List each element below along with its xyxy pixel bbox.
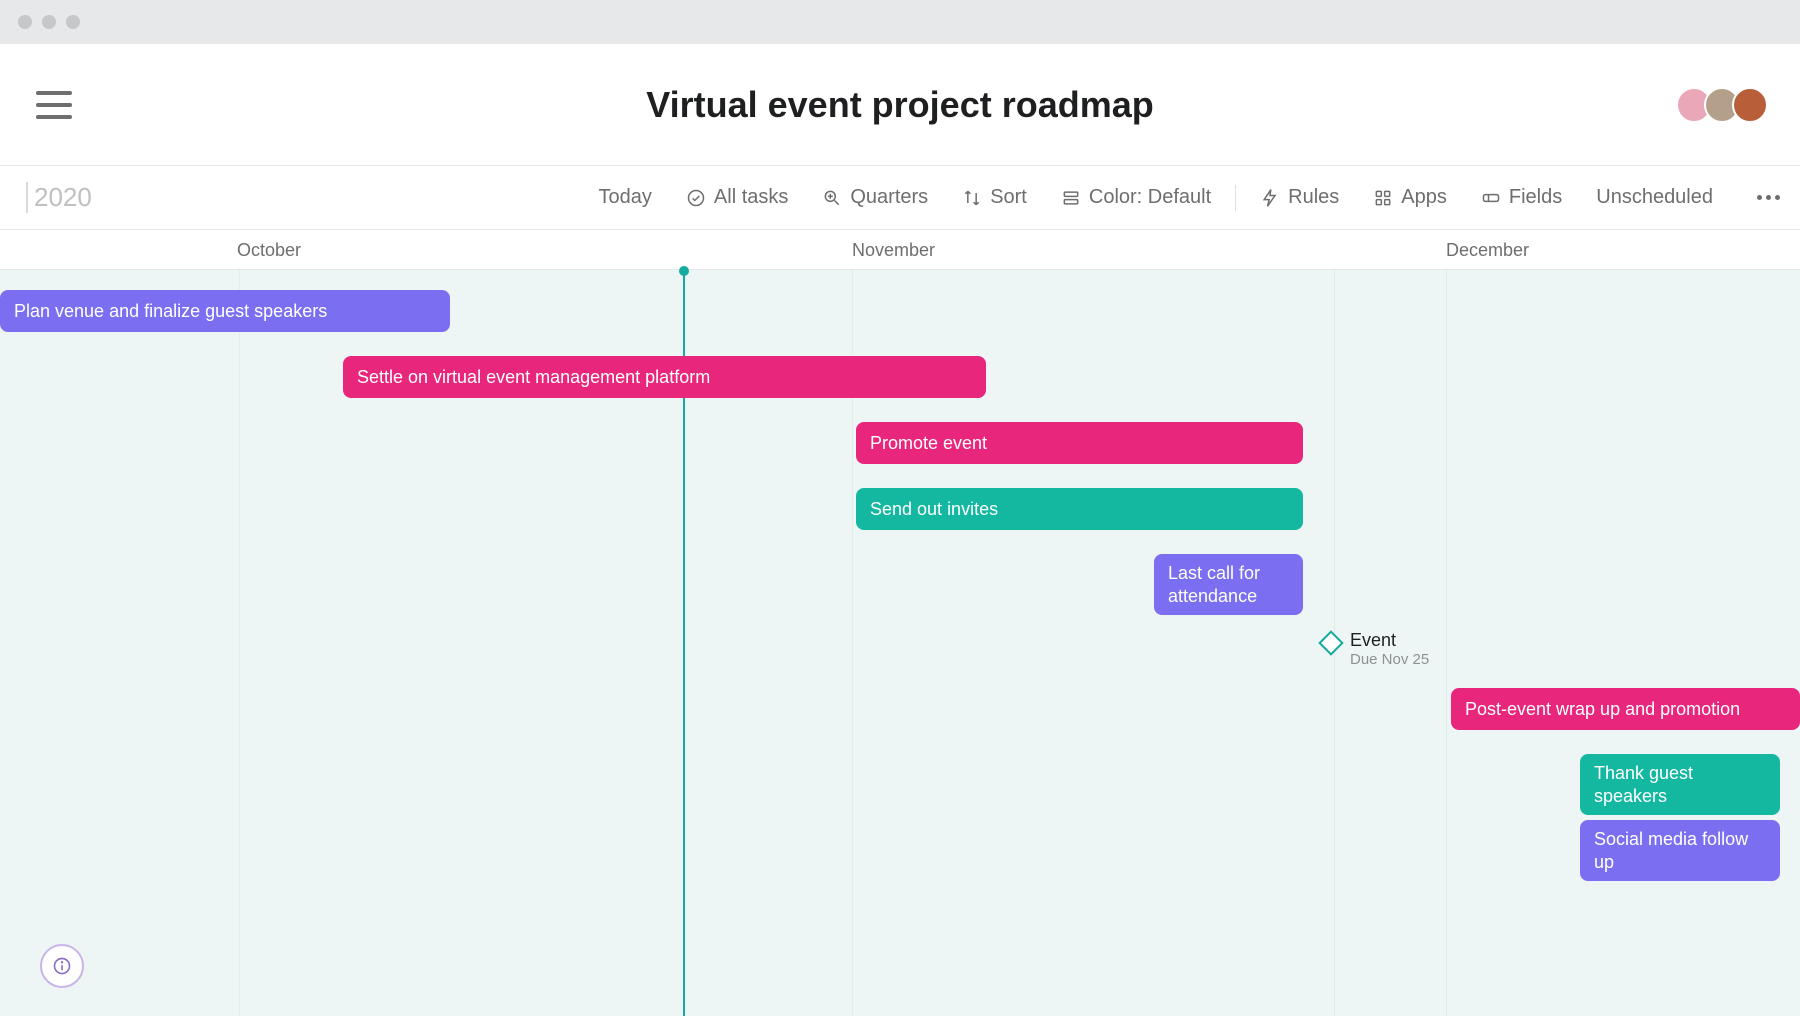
quarters-zoom[interactable]: Quarters: [822, 186, 928, 209]
sort-icon: [962, 188, 982, 208]
gridline: [239, 270, 240, 1016]
collaborator-avatars[interactable]: [1684, 87, 1768, 123]
milestone-diamond-icon: [1318, 630, 1343, 655]
rules-button[interactable]: Rules: [1260, 186, 1339, 209]
task-bar[interactable]: Settle on virtual event management platf…: [343, 356, 986, 398]
quarters-label: Quarters: [850, 186, 928, 209]
info-icon: [52, 956, 72, 976]
month-label: October: [237, 240, 301, 261]
sort-button[interactable]: Sort: [962, 186, 1027, 209]
color-button[interactable]: Color: Default: [1061, 186, 1211, 209]
milestone-text: EventDue Nov 25: [1350, 630, 1429, 668]
menu-icon[interactable]: [36, 91, 72, 119]
milestone-due: Due Nov 25: [1350, 651, 1429, 668]
lightning-icon: [1260, 188, 1280, 208]
gridline: [1446, 270, 1447, 1016]
mac-titlebar: [0, 0, 1800, 44]
month-label: December: [1446, 240, 1529, 261]
year-label: 2020: [26, 182, 92, 213]
sort-label: Sort: [990, 186, 1027, 209]
zoom-icon: [822, 188, 842, 208]
apps-button[interactable]: Apps: [1373, 186, 1447, 209]
milestone[interactable]: EventDue Nov 25: [1322, 630, 1429, 668]
task-bar[interactable]: Social media follow up: [1580, 820, 1780, 881]
task-bar[interactable]: Promote event: [856, 422, 1303, 464]
timeline-canvas[interactable]: October November December Plan venue and f…: [0, 230, 1800, 1016]
color-icon: [1061, 188, 1081, 208]
apps-icon: [1373, 188, 1393, 208]
traffic-light-close[interactable]: [18, 15, 32, 29]
page-title: Virtual event project roadmap: [646, 84, 1153, 126]
check-circle-icon: [686, 188, 706, 208]
traffic-light-max[interactable]: [66, 15, 80, 29]
rules-label: Rules: [1288, 186, 1339, 209]
month-label: November: [852, 240, 935, 261]
milestone-title: Event: [1350, 630, 1429, 651]
traffic-light-min[interactable]: [42, 15, 56, 29]
all-tasks-filter[interactable]: All tasks: [686, 186, 788, 209]
color-label: Color: Default: [1089, 186, 1211, 209]
dots-icon: [1757, 195, 1780, 200]
unscheduled-label: Unscheduled: [1596, 186, 1713, 209]
task-bar[interactable]: Thank guest speakers: [1580, 754, 1780, 815]
today-label: Today: [599, 186, 652, 209]
more-button[interactable]: [1757, 195, 1780, 200]
task-bar[interactable]: Last call for attendance: [1154, 554, 1303, 615]
fields-label: Fields: [1509, 186, 1562, 209]
all-tasks-label: All tasks: [714, 186, 788, 209]
task-bar[interactable]: Plan venue and finalize guest speakers: [0, 290, 450, 332]
fields-button[interactable]: Fields: [1481, 186, 1562, 209]
apps-label: Apps: [1401, 186, 1447, 209]
today-marker: [679, 266, 689, 276]
task-bar[interactable]: Send out invites: [856, 488, 1303, 530]
today-button[interactable]: Today: [599, 186, 652, 209]
help-button[interactable]: [40, 944, 84, 988]
fields-icon: [1481, 188, 1501, 208]
unscheduled-button[interactable]: Unscheduled: [1596, 186, 1713, 209]
timeline-toolbar: 2020 Today All tasks Quarters Sort Color…: [0, 166, 1800, 230]
app-header: Virtual event project roadmap: [0, 44, 1800, 166]
task-bar[interactable]: Post-event wrap up and promotion: [1451, 688, 1800, 730]
avatar[interactable]: [1732, 87, 1768, 123]
toolbar-separator: [1235, 185, 1236, 211]
month-header: October November December: [0, 230, 1800, 270]
